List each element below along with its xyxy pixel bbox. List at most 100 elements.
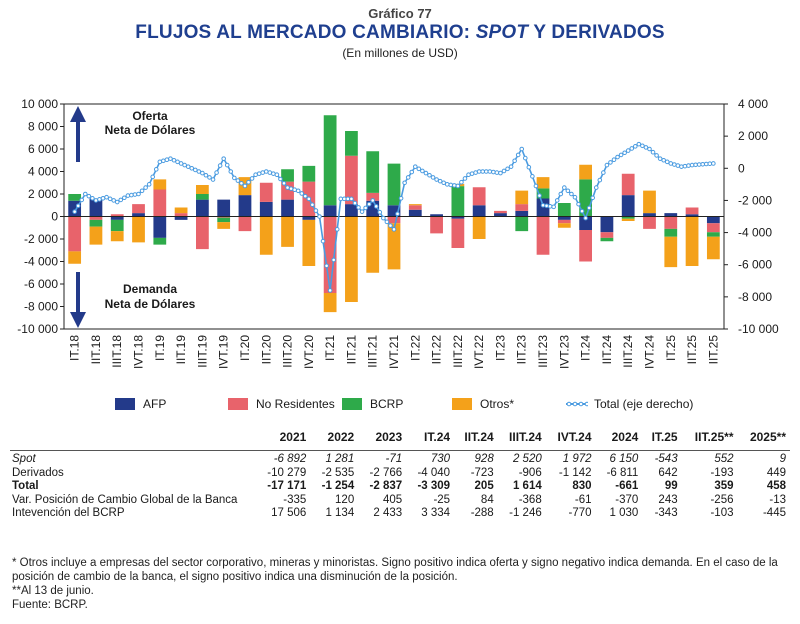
table-cell: -6 811 xyxy=(606,466,639,479)
table-row-label: Derivados xyxy=(12,466,64,479)
bar-no-residentes-iii-t-19 xyxy=(196,216,209,250)
legend-swatch-total xyxy=(566,401,588,407)
table-cell: -723 xyxy=(470,466,494,479)
bar-no-residentes-iii-t-24 xyxy=(621,173,635,196)
total-point xyxy=(313,208,319,213)
total-point xyxy=(320,238,326,244)
table-cell: -1 246 xyxy=(509,507,542,519)
table-cell: -6 892 xyxy=(254,450,311,467)
total-point xyxy=(409,169,415,175)
table-cell: -343 xyxy=(654,507,678,519)
table-cell: 6 150 xyxy=(595,450,643,467)
bar-afp-ii-t-19 xyxy=(174,216,188,220)
bar-no-residentes-i-t-20 xyxy=(238,216,252,232)
x-tick-label: IVT.18 xyxy=(132,335,146,369)
total-point xyxy=(544,203,549,209)
total-point xyxy=(427,172,432,178)
total-point xyxy=(302,193,308,199)
table-row-label: Total xyxy=(12,480,39,492)
y2-tick-label: -8 000 xyxy=(738,290,772,304)
total-point xyxy=(310,202,315,208)
x-tick-label: IIIT.22 xyxy=(451,335,465,368)
total-point xyxy=(661,157,666,163)
table-row-label: Spot xyxy=(10,450,254,467)
total-point xyxy=(402,180,407,186)
bar-bcrp-i-t-25 xyxy=(664,228,678,237)
bar-otros-i-t-25 xyxy=(664,236,678,268)
total-point xyxy=(278,176,283,182)
total-point xyxy=(384,219,390,225)
x-tick-label: IIT.24 xyxy=(600,335,614,365)
total-point xyxy=(416,166,422,172)
y2-tick-label: 0 xyxy=(738,161,745,175)
total-point xyxy=(139,188,145,194)
table-column-header: 2021 xyxy=(279,430,307,444)
total-point xyxy=(565,188,571,194)
table-cell: 2 433 xyxy=(373,507,403,519)
bar-afp-iv-t-24 xyxy=(643,213,656,217)
footnotes: * Otros incluye a empresas del sector co… xyxy=(12,556,792,612)
bar-otros-ii-t-19 xyxy=(174,207,188,214)
total-point xyxy=(593,185,599,190)
total-point xyxy=(590,195,596,201)
x-tick-label: IIT.18 xyxy=(89,335,103,365)
table-cell: -3 309 xyxy=(417,480,451,492)
total-point xyxy=(86,193,92,199)
table-cell: 17 506 xyxy=(271,507,307,519)
footnote-date: **Al 13 de junio. xyxy=(12,585,94,597)
table-cell: 205 xyxy=(474,480,494,492)
bar-bcrp-iv-t-20 xyxy=(302,165,316,182)
total-point xyxy=(217,163,223,168)
bar-bcrp-iii-t-21 xyxy=(366,151,380,193)
table-cell: 1 614 xyxy=(512,480,542,492)
chart-title: FLUJOS AL MERCADO CAMBIARIO: SPOT Y DERI… xyxy=(0,22,800,44)
table-cell: 449 xyxy=(766,466,786,479)
bar-otros-ii-t-21 xyxy=(345,216,358,302)
total-point xyxy=(182,162,187,168)
total-point xyxy=(324,263,329,269)
total-point xyxy=(79,197,85,203)
bar-otros-i-t-19 xyxy=(153,179,167,190)
total-point xyxy=(228,169,234,174)
table-cell: -906 xyxy=(518,466,542,479)
bar-bcrp-ii-t-23 xyxy=(515,216,529,232)
bar-no-residentes-i-t-22 xyxy=(408,205,422,210)
total-point xyxy=(363,205,368,211)
total-point xyxy=(437,178,443,184)
legend-total-dot xyxy=(572,401,578,407)
total-point xyxy=(579,208,585,214)
total-point xyxy=(395,211,400,217)
bar-no-residentes-iv-t-24 xyxy=(643,216,656,229)
total-point xyxy=(664,159,670,165)
y-tick-label: -4 000 xyxy=(24,255,58,269)
bar-otros-iii-t-19 xyxy=(196,185,209,194)
bar-bcrp-iii-t-24 xyxy=(621,216,635,219)
y2-tick-label: 4 000 xyxy=(738,97,768,111)
total-point xyxy=(189,165,195,171)
bar-bcrp-iii-t-23 xyxy=(536,188,550,199)
total-point xyxy=(150,174,156,180)
bar-no-residentes-iii-t-23 xyxy=(536,216,550,255)
bar-afp-ii-t-24 xyxy=(600,216,614,233)
total-point xyxy=(111,198,116,203)
x-tick-label: IIIT.20 xyxy=(281,335,295,368)
x-tick-label: IIIT.21 xyxy=(366,335,380,368)
bar-no-residentes-i-t-24 xyxy=(579,230,592,262)
title-part1: FLUJOS AL MERCADO CAMBIARIO: xyxy=(135,22,476,43)
total-point xyxy=(501,168,507,174)
total-point xyxy=(512,158,517,164)
table-column-header: IVT.24 xyxy=(557,430,592,444)
total-point xyxy=(597,177,603,183)
total-point xyxy=(246,179,251,185)
total-point xyxy=(682,163,688,169)
table-cell: 359 xyxy=(714,480,734,492)
bar-no-residentes-i-t-25 xyxy=(664,216,678,229)
summary-table: 2021 2022 2023 IT.24 IIT.24 IIIT.24 IVT.24 2024… xyxy=(10,430,790,521)
table-cell: 552 xyxy=(681,450,738,467)
total-point xyxy=(146,182,152,187)
total-point xyxy=(526,164,532,170)
bar-bcrp-iv-t-19 xyxy=(217,217,231,223)
bar-otros-iv-t-20 xyxy=(302,219,316,266)
table-row: Spot -6 892 1 281 -71 730 928 2 520 1 972 6 150-… xyxy=(10,450,790,467)
total-point xyxy=(554,198,560,203)
